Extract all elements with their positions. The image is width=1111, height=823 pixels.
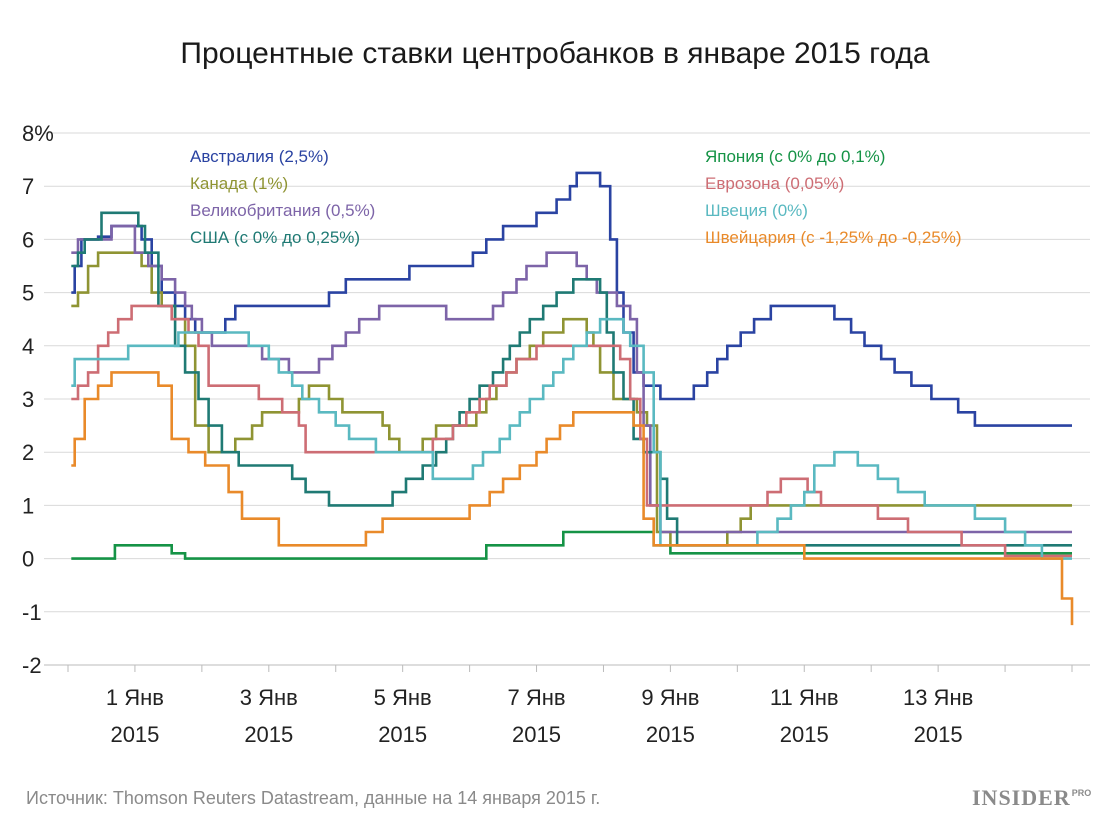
- series-lines: [71, 171, 1074, 626]
- legend-entry: Швеция (0%): [705, 201, 808, 220]
- x-tick-day: 7 Янв: [507, 685, 565, 710]
- y-tick-label: 8%: [22, 121, 54, 146]
- legend-entry: США (с 0% до 0,25%): [190, 228, 360, 247]
- legend-entry: Еврозона (0,05%): [705, 174, 844, 193]
- y-tick-label: 0: [22, 547, 34, 572]
- series-line-3: [71, 211, 1072, 547]
- x-tick-day: 1 Янв: [106, 685, 164, 710]
- y-tick-label: 6: [22, 227, 34, 252]
- y-tick-label: 5: [22, 281, 34, 306]
- y-tick-label: 7: [22, 174, 34, 199]
- x-tick-day: 5 Янв: [374, 685, 432, 710]
- logo-main: INSIDER: [972, 785, 1071, 810]
- x-tick-day: 11 Янв: [770, 685, 839, 710]
- chart-title: Процентные ставки центробанков в январе …: [180, 37, 929, 70]
- y-tick-label: -2: [22, 653, 42, 678]
- x-tick-year: 2015: [512, 722, 561, 747]
- y-tick-label: 2: [22, 440, 34, 465]
- y-tick-label: 3: [22, 387, 34, 412]
- legend: Австралия (2,5%) Канада (1%) Великобритани…: [190, 147, 962, 247]
- series-line-6: [71, 317, 1072, 560]
- legend-entry: Австралия (2,5%): [190, 147, 329, 166]
- insider-pro-logo: INSIDERPRO: [972, 785, 1091, 811]
- y-tick-label: -1: [22, 600, 42, 625]
- x-axis-ticks: 1 Янв 2015 3 Янв 2015 5 Янв 2015 7 Янв 2015 9 Ян…: [44, 664, 1090, 747]
- y-tick-label: 1: [22, 493, 34, 518]
- series-line-5: [71, 304, 1072, 558]
- legend-entry: Швейцария (с -1,25% до -0,25%): [705, 228, 962, 247]
- legend-entry: Канада (1%): [190, 174, 288, 193]
- x-tick-day: 3 Янв: [240, 685, 298, 710]
- series-line-2: [71, 224, 1072, 534]
- x-tick-year: 2015: [110, 722, 159, 747]
- legend-entry: Япония (с 0% до 0,1%): [705, 147, 885, 166]
- y-axis-ticks: -2 -1 0 1 2 3 4 5 6 7 8%: [22, 121, 54, 678]
- legend-entry: Великобритания (0,5%): [190, 201, 375, 220]
- y-tick-label: 4: [22, 334, 34, 359]
- series-line-7: [71, 371, 1074, 626]
- x-tick-year: 2015: [646, 722, 695, 747]
- x-tick-day: 13 Янв: [903, 685, 973, 710]
- x-tick-year: 2015: [780, 722, 829, 747]
- x-tick-year: 2015: [914, 722, 963, 747]
- x-tick-year: 2015: [378, 722, 427, 747]
- x-tick-year: 2015: [244, 722, 293, 747]
- x-tick-day: 9 Янв: [641, 685, 699, 710]
- logo-sup: PRO: [1071, 788, 1092, 798]
- source-note: Источник: Thomson Reuters Datastream, да…: [26, 788, 601, 808]
